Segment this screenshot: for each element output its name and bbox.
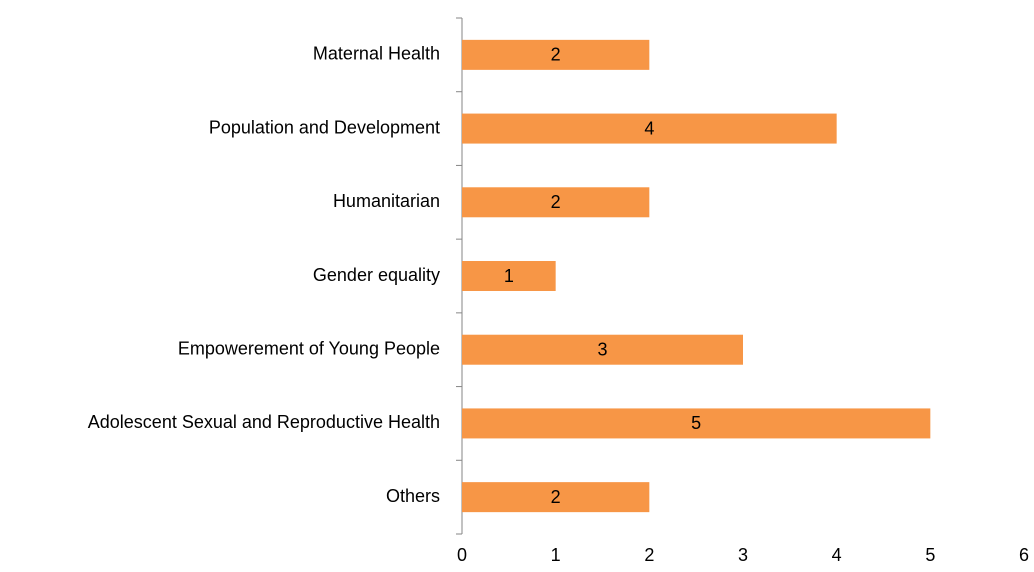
data-label: 2 — [551, 487, 561, 507]
data-label: 4 — [644, 118, 654, 138]
bar — [462, 261, 556, 291]
x-tick-label: 0 — [457, 545, 467, 565]
y-tick-label: Empowerement of Young People — [178, 338, 440, 358]
bar — [462, 113, 837, 144]
y-tick-label: Humanitarian — [333, 191, 440, 211]
x-tick-label: 3 — [738, 545, 748, 565]
bar — [462, 334, 743, 365]
x-tick-label: 1 — [551, 545, 561, 565]
y-tick-label: Maternal Health — [313, 44, 440, 64]
data-label: 5 — [691, 413, 701, 433]
y-tick-label: Population and Development — [209, 117, 440, 137]
bar — [462, 39, 650, 70]
data-label: 1 — [504, 266, 514, 286]
x-tick-label: 5 — [925, 545, 935, 565]
y-tick-label: Adolescent Sexual and Reproductive Healt… — [88, 412, 440, 432]
data-label: 2 — [551, 45, 561, 65]
bar — [462, 187, 650, 218]
y-tick-label: Gender equality — [313, 265, 440, 285]
data-label: 3 — [597, 339, 607, 359]
bar — [462, 482, 650, 513]
x-tick-label: 6 — [1019, 545, 1029, 565]
x-tick-label: 4 — [832, 545, 842, 565]
data-label: 2 — [551, 192, 561, 212]
bar — [462, 408, 931, 439]
x-tick-label: 2 — [644, 545, 654, 565]
y-tick-label: Others — [386, 486, 440, 506]
